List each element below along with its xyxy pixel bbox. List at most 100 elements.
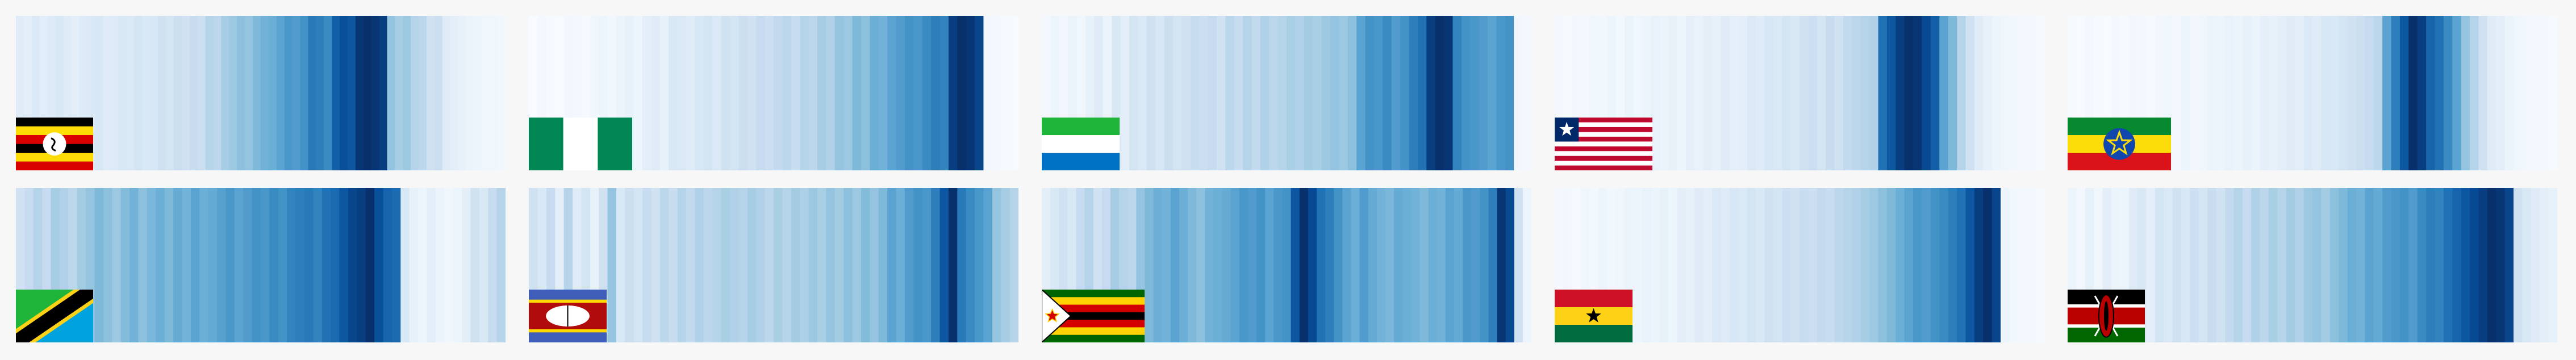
stripe <box>1514 188 1523 342</box>
stripe <box>205 16 214 170</box>
stripe <box>774 16 783 170</box>
stripe <box>2391 16 2400 170</box>
stripe <box>1181 16 1191 170</box>
stripes-panel <box>1555 188 2044 342</box>
stripe <box>1712 16 1722 170</box>
stripe <box>2172 188 2182 342</box>
stripe <box>1800 16 1809 170</box>
stripe <box>1957 16 1967 170</box>
stripe <box>1886 16 1896 170</box>
stripe <box>2435 16 2444 170</box>
stripe <box>826 16 836 170</box>
stripe <box>904 16 914 170</box>
stripe <box>703 16 713 170</box>
stripe <box>922 16 932 170</box>
stripe <box>1738 188 1748 342</box>
stripe <box>1479 16 1488 170</box>
stripe <box>243 188 253 342</box>
stripe <box>1247 188 1257 342</box>
stripe <box>642 16 652 170</box>
stripe <box>2496 16 2506 170</box>
stripe <box>2286 16 2295 170</box>
stripe <box>922 188 932 342</box>
stripe <box>292 16 301 170</box>
stripe <box>669 16 678 170</box>
stripe <box>1992 188 2001 342</box>
stripe <box>142 16 151 170</box>
stripe <box>199 188 209 342</box>
stripe <box>1843 16 1852 170</box>
stripe <box>490 16 498 170</box>
stripe <box>1496 16 1506 170</box>
stripe <box>1800 188 1809 342</box>
stripe <box>103 188 112 342</box>
stripe <box>2408 16 2418 170</box>
stripe <box>730 188 740 342</box>
stripe <box>313 188 323 342</box>
stripe <box>268 16 277 170</box>
stripe <box>2522 16 2532 170</box>
stripe <box>1417 16 1427 170</box>
stripe <box>1790 16 1800 170</box>
stripe <box>1904 188 1914 342</box>
stripe <box>1282 188 1292 342</box>
stripe <box>1843 188 1852 342</box>
stripe <box>229 16 237 170</box>
stripe <box>173 188 183 342</box>
stripe <box>2504 16 2514 170</box>
stripe <box>2426 188 2436 342</box>
stripe <box>1001 188 1011 342</box>
stripe <box>95 16 103 170</box>
stripe <box>2504 188 2514 342</box>
stripe <box>213 16 222 170</box>
stripe <box>1287 16 1296 170</box>
stripe <box>295 188 305 342</box>
stripe <box>1773 16 1782 170</box>
stripe <box>1886 188 1896 342</box>
stripe <box>1659 188 1669 342</box>
stripe <box>365 188 375 342</box>
stripe <box>2399 16 2409 170</box>
stripe <box>112 188 122 342</box>
stripe <box>800 16 809 170</box>
stripe <box>1522 188 1531 342</box>
stripe <box>1129 16 1138 170</box>
stripe <box>966 16 975 170</box>
stripe <box>1930 16 1940 170</box>
stripe <box>852 188 862 342</box>
stripe <box>1983 188 1993 342</box>
stripes-panel <box>2068 16 2557 170</box>
stripe <box>1965 188 1975 342</box>
stripe <box>2470 16 2479 170</box>
stripe <box>1295 16 1305 170</box>
stripe <box>1419 188 1429 342</box>
flag-tanzania <box>16 290 93 342</box>
stripe <box>2417 16 2427 170</box>
stripe <box>1208 16 1217 170</box>
stripe <box>1721 16 1730 170</box>
stripe <box>217 188 227 342</box>
stripe <box>208 188 218 342</box>
stripe <box>1642 188 1651 342</box>
stripes-panel <box>1042 188 1531 342</box>
stripe <box>2233 188 2243 342</box>
stripe <box>625 188 634 342</box>
stripe <box>1896 16 1905 170</box>
stripe <box>94 188 104 342</box>
stripe <box>1668 188 1678 342</box>
stripe <box>2295 188 2304 342</box>
stripe <box>2303 188 2313 342</box>
stripe <box>150 16 158 170</box>
stripes-panel <box>16 16 506 170</box>
stripe <box>332 16 340 170</box>
stripe <box>1703 188 1713 342</box>
stripe <box>2487 188 2496 342</box>
stripe <box>1251 16 1261 170</box>
stripe <box>730 16 740 170</box>
stripe <box>695 188 704 342</box>
stripe <box>1452 16 1462 170</box>
stripe <box>791 188 800 342</box>
stripe <box>1974 16 1984 170</box>
stripe <box>2216 188 2226 342</box>
